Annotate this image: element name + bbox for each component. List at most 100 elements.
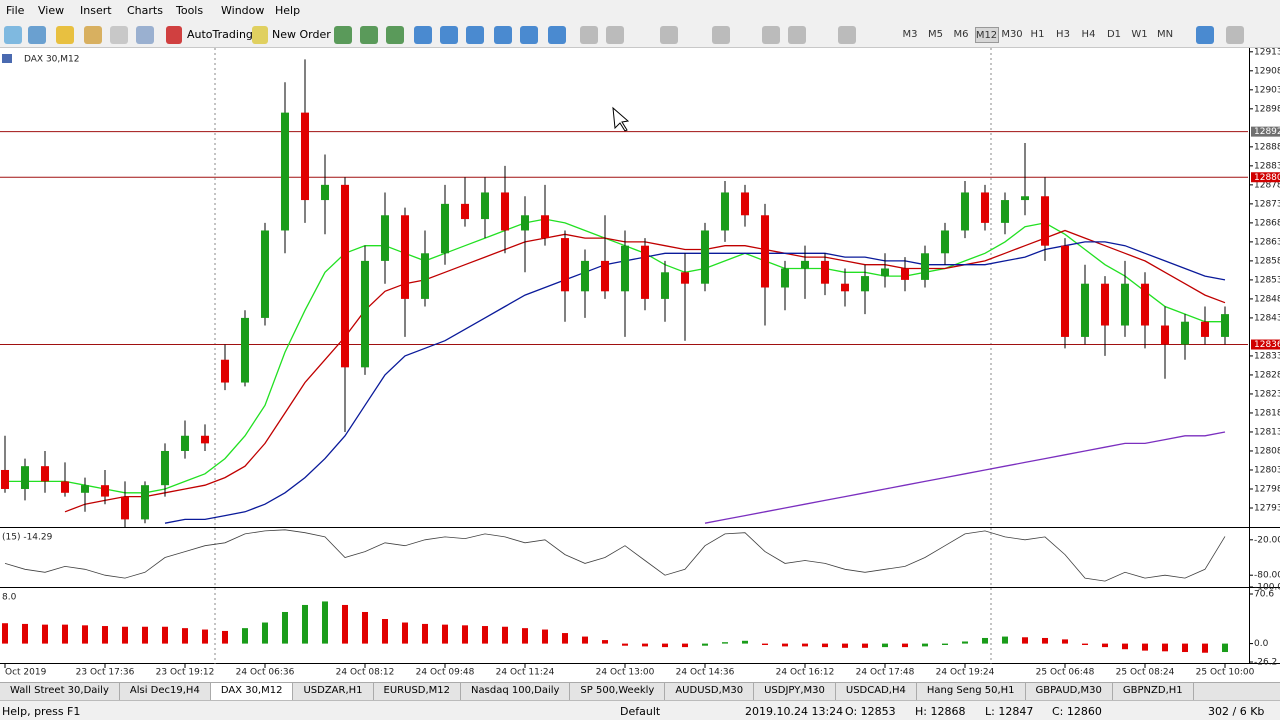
- timeframe-button[interactable]: H1: [1030, 29, 1045, 40]
- chart-tab[interactable]: EURUSD,M12: [374, 683, 462, 701]
- toolbar-button[interactable]: AutoTrading: [187, 28, 253, 41]
- chart-tab[interactable]: Wall Street 30,Daily: [0, 683, 120, 701]
- histogram-bar: [262, 622, 268, 644]
- toolbar-icon[interactable]: [788, 26, 806, 44]
- menu-item[interactable]: File: [6, 4, 25, 17]
- chart-tab[interactable]: AUDUSD,M30: [665, 683, 755, 701]
- histogram-bar: [1102, 643, 1108, 648]
- toolbar-icon[interactable]: [1196, 26, 1214, 44]
- menu-item[interactable]: View: [38, 4, 65, 17]
- toolbar-icon[interactable]: [440, 26, 458, 44]
- toolbar-icon[interactable]: [548, 26, 566, 44]
- chart-tab[interactable]: DAX 30,M12: [210, 683, 294, 701]
- candle-body: [201, 435, 209, 444]
- chart-tab[interactable]: GBPAUD,M30: [1026, 683, 1113, 701]
- toolbar-button[interactable]: New Order: [272, 28, 331, 41]
- timeframe-button[interactable]: M3: [902, 29, 918, 40]
- toolbar-icon[interactable]: [386, 26, 404, 44]
- candle-body: [601, 260, 609, 292]
- candle-body: [1181, 321, 1189, 345]
- timeframe-button[interactable]: D1: [1106, 29, 1122, 40]
- chart-tab[interactable]: SP 500,Weekly: [570, 683, 666, 701]
- histogram-bar: [342, 604, 348, 644]
- candle-body: [661, 272, 669, 299]
- menu-item[interactable]: Tools: [176, 4, 204, 17]
- chart-tab[interactable]: USDJPY,M30: [754, 683, 836, 701]
- histogram-bar: [522, 628, 528, 644]
- candle-body: [1001, 200, 1009, 223]
- toolbar-icon[interactable]: [136, 26, 154, 44]
- menu-item[interactable]: Window: [221, 4, 265, 17]
- toolbar-icon[interactable]: [56, 26, 74, 44]
- chart-tab[interactable]: GBPNZD,H1: [1113, 683, 1194, 701]
- toolbar-icon[interactable]: [520, 26, 538, 44]
- toolbar-icon[interactable]: [494, 26, 512, 44]
- toolbar-icon[interactable]: [334, 26, 352, 44]
- timeframe-button[interactable]: H3: [1056, 29, 1070, 40]
- candle-body: [1021, 196, 1029, 201]
- y-tick-label: 12843: [1254, 313, 1280, 323]
- histogram-bar: [1122, 643, 1128, 650]
- y-tick-label: 12883: [1254, 161, 1280, 171]
- histogram-bar: [202, 629, 208, 644]
- price-level-label: 12880: [1254, 173, 1280, 183]
- x-tick-label: 24 Oct 06:36: [236, 668, 295, 678]
- toolbar-icon[interactable]: [712, 26, 730, 44]
- toolbar-icon[interactable]: [606, 26, 624, 44]
- candle-body: [961, 192, 969, 231]
- candle-body: [1161, 325, 1169, 345]
- toolbar-icon[interactable]: [466, 26, 484, 44]
- chart-tab[interactable]: Nasdaq 100,Daily: [461, 683, 571, 701]
- histogram-bar: [22, 623, 28, 644]
- status-low: L: 12847: [985, 705, 1034, 718]
- price-level-label: 12836: [1254, 340, 1280, 350]
- timeframe-button[interactable]: W1: [1131, 29, 1148, 40]
- timeframe-button[interactable]: M6: [953, 29, 969, 40]
- histogram-bar: [1022, 637, 1028, 644]
- histogram-bar: [382, 619, 388, 644]
- toolbar-icon[interactable]: [28, 26, 46, 44]
- histogram-bar: [462, 625, 468, 644]
- toolbar-icon[interactable]: [360, 26, 378, 44]
- toolbar-icon[interactable]: [110, 26, 128, 44]
- histogram-bar: [242, 628, 248, 644]
- toolbar-icon[interactable]: [84, 26, 102, 44]
- toolbar-icon[interactable]: [414, 26, 432, 44]
- toolbar-icon[interactable]: [580, 26, 598, 44]
- histogram-bar: [942, 643, 948, 645]
- histogram-bar: [322, 601, 328, 644]
- timeframe-button[interactable]: MN: [1156, 29, 1174, 40]
- y-tick-label: 12898: [1254, 104, 1280, 114]
- y-tick-label: 12863: [1254, 237, 1280, 247]
- chart-tab[interactable]: Alsi Dec19,H4: [120, 683, 211, 701]
- toolbar-icon[interactable]: [252, 26, 268, 44]
- histogram-bar: [562, 633, 568, 644]
- timeframe-button[interactable]: M30: [1001, 29, 1023, 40]
- chart-tab[interactable]: USDZAR,H1: [293, 683, 374, 701]
- menu-item[interactable]: Insert: [80, 4, 112, 17]
- toolbar-icon[interactable]: [762, 26, 780, 44]
- toolbar-icon[interactable]: [166, 26, 182, 44]
- timeframe-button[interactable]: M12: [974, 27, 999, 43]
- status-close: C: 12860: [1052, 705, 1102, 718]
- chart-tab[interactable]: USDCAD,H4: [836, 683, 917, 701]
- y-tick-label: 12828: [1254, 370, 1280, 380]
- histogram-bar: [662, 643, 668, 648]
- timeframe-button[interactable]: M5: [928, 29, 943, 40]
- price-level-label: 12892: [1254, 127, 1280, 137]
- toolbar-icon[interactable]: [660, 26, 678, 44]
- candle-body: [1081, 283, 1089, 337]
- chart-tab[interactable]: Hang Seng 50,H1: [917, 683, 1026, 701]
- toolbar-icon[interactable]: [1226, 26, 1244, 44]
- timeframe-button[interactable]: H4: [1081, 29, 1096, 40]
- menu-item[interactable]: Help: [275, 4, 301, 17]
- menu-item[interactable]: Charts: [127, 4, 163, 17]
- toolbar-icon[interactable]: [4, 26, 22, 44]
- histogram-bar: [782, 643, 788, 647]
- y-tick-label: 12818: [1254, 408, 1280, 418]
- histogram-bar: [42, 624, 48, 644]
- toolbar-icon[interactable]: [838, 26, 856, 44]
- histogram-bar: [1082, 643, 1088, 645]
- histogram-bar: [282, 611, 288, 644]
